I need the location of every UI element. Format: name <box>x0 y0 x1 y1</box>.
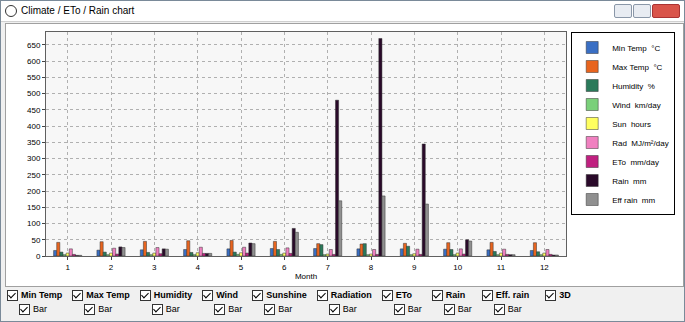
svg-text:12: 12 <box>540 263 549 272</box>
svg-text:6: 6 <box>282 263 287 272</box>
svg-text:7: 7 <box>325 263 330 272</box>
html-text:Bar: Bar <box>278 304 293 314</box>
svg-text:300: 300 <box>27 154 41 163</box>
html-text:Sunshine: Sunshine <box>266 290 307 300</box>
svg-text:400: 400 <box>27 122 41 131</box>
svg-text:150: 150 <box>27 203 41 212</box>
svg-text:Rain mm: Rain mm <box>612 177 647 186</box>
svg-text:500: 500 <box>27 89 41 98</box>
svg-text:1: 1 <box>65 263 70 272</box>
html-text:Min Temp: Min Temp <box>21 290 63 300</box>
html-text:Rain: Rain <box>445 290 466 300</box>
svg-text:2: 2 <box>109 263 114 272</box>
svg-text:Sun hours: Sun hours <box>612 120 651 129</box>
svg-text:Humidity %: Humidity % <box>612 82 655 91</box>
svg-text:650: 650 <box>27 41 41 50</box>
html-text:Eff. rain: Eff. rain <box>495 290 530 300</box>
svg-text:200: 200 <box>27 187 41 196</box>
svg-text:ETo mm/day: ETo mm/day <box>612 158 659 167</box>
html-text:Max Temp: Max Temp <box>86 290 130 300</box>
svg-text:Eff rain mm: Eff rain mm <box>612 196 655 205</box>
svg-text:11: 11 <box>497 263 506 272</box>
svg-text:50: 50 <box>31 236 40 245</box>
html-text:Bar: Bar <box>228 304 243 314</box>
html-text:Humidity: Humidity <box>153 290 193 300</box>
svg-text:550: 550 <box>27 73 41 82</box>
svg-text:10: 10 <box>453 263 462 272</box>
svg-text:Rad MJ/m²/day: Rad MJ/m²/day <box>612 139 668 148</box>
html-text:Bar: Bar <box>33 304 47 314</box>
svg-text:Max Temp °C: Max Temp °C <box>612 63 662 72</box>
html-text:Bar: Bar <box>507 304 522 314</box>
html-text:3D: 3D <box>559 290 571 300</box>
html-text:Bar: Bar <box>342 304 357 314</box>
svg-text:4: 4 <box>195 263 200 272</box>
html-text:Climate / ETo / Rain chart: Climate / ETo / Rain chart <box>21 5 135 16</box>
svg-text:250: 250 <box>27 171 41 180</box>
html-text:Bar: Bar <box>457 304 472 314</box>
svg-text:600: 600 <box>27 57 41 66</box>
svg-text:8: 8 <box>369 263 374 272</box>
html-text:Bar: Bar <box>165 304 180 314</box>
svg-text:350: 350 <box>27 138 41 147</box>
svg-text:Wind km/day: Wind km/day <box>612 101 660 110</box>
svg-text:5: 5 <box>239 263 244 272</box>
svg-text:450: 450 <box>27 106 41 115</box>
svg-text:Min Temp °C: Min Temp °C <box>612 44 660 53</box>
html-text:Bar: Bar <box>98 304 113 314</box>
svg-text:Month: Month <box>295 272 317 281</box>
html-text:Radiation: Radiation <box>330 290 372 300</box>
svg-text:100: 100 <box>27 219 41 228</box>
html-text:ETo: ETo <box>395 290 413 300</box>
svg-text:9: 9 <box>412 263 417 272</box>
svg-text:3: 3 <box>152 263 157 272</box>
svg-text:0: 0 <box>36 252 41 261</box>
html-text:Wind: Wind <box>216 290 239 300</box>
html-text:Bar: Bar <box>407 304 422 314</box>
